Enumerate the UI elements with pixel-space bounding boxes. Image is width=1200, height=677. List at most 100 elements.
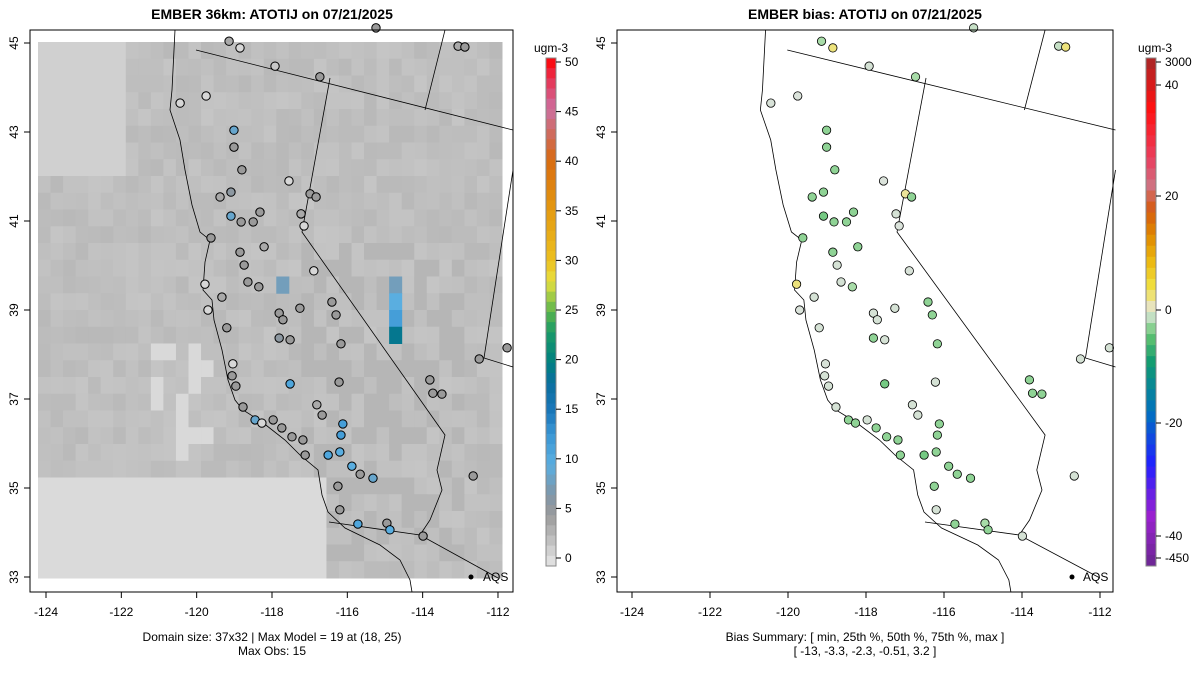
grid-cell (163, 42, 177, 60)
grid-cell (276, 125, 290, 143)
grid-cell (451, 109, 465, 127)
grid-cell (38, 360, 52, 378)
grid-cell (301, 377, 315, 395)
grid-cell (364, 159, 378, 177)
grid-cell (389, 159, 403, 177)
colorbar-segment (546, 362, 556, 374)
grid-cell (426, 460, 440, 478)
grid-cell (125, 310, 139, 328)
grid-cell (401, 159, 415, 177)
grid-cell (138, 75, 152, 93)
grid-cell (389, 444, 403, 462)
grid-cell (75, 494, 89, 512)
grid-cell (213, 75, 227, 93)
grid-cell (288, 527, 302, 545)
grid-cell (50, 477, 64, 495)
grid-cell (213, 276, 227, 294)
grid-cell (338, 293, 353, 311)
grid-cell (476, 259, 490, 277)
grid-cell (63, 360, 77, 378)
grid-cell (301, 410, 315, 428)
grid-cell (38, 42, 52, 60)
grid-cell (188, 259, 202, 277)
colorbar-segment (546, 535, 556, 547)
station-bias-point (841, 217, 852, 227)
grid-cell (276, 75, 290, 93)
grid-cell (401, 511, 415, 529)
grid-cell (238, 226, 252, 244)
grid-cell (351, 159, 365, 177)
grid-cell (75, 92, 89, 110)
colorbar-tick-label: 20 (1165, 189, 1179, 203)
colorbar-tick-label: 0 (1165, 303, 1172, 317)
grid-cell (175, 226, 189, 244)
grid-cell (125, 511, 139, 529)
grid-cell (351, 125, 365, 143)
grid-cell (376, 444, 390, 462)
grid-cell (426, 293, 440, 311)
grid-cell (313, 427, 327, 445)
grid-cell (63, 192, 77, 210)
grid-cell (163, 259, 177, 277)
grid-cell (50, 125, 64, 143)
grid-cell (213, 511, 227, 529)
station-bias-point (1075, 354, 1086, 364)
station-obs-point (206, 233, 216, 243)
station-bias-point (880, 379, 890, 389)
grid-cell (238, 326, 252, 344)
grid-cell (364, 427, 378, 445)
colorbar-segment (546, 383, 556, 394)
grid-cell (188, 561, 202, 579)
grid-cell (489, 58, 503, 76)
grid-cell (489, 511, 503, 529)
grid-cell (251, 343, 265, 361)
grid-cell (288, 544, 302, 562)
grid-cell (188, 410, 202, 428)
grid-cell (276, 444, 290, 462)
station-bias-point (807, 192, 817, 202)
grid-cell (439, 326, 453, 344)
grid-cell (188, 377, 202, 395)
grid-cell (288, 243, 302, 261)
grid-cell (100, 460, 114, 478)
grid-cell (175, 310, 189, 328)
grid-cell (364, 276, 378, 294)
grid-cell (88, 444, 102, 462)
station-bias-point (814, 323, 824, 333)
colorbar-segment (546, 291, 556, 303)
grid-cell (113, 360, 127, 378)
grid-cell (75, 109, 89, 127)
grid-cell (125, 477, 139, 495)
station-bias-point (1037, 389, 1047, 399)
grid-cell (175, 410, 189, 428)
grid-cell (226, 561, 240, 579)
grid-cell (150, 75, 164, 93)
grid-cell (263, 176, 277, 194)
colorbar-segment (546, 454, 556, 465)
grid-cell (213, 377, 227, 395)
colorbar-tick-label: 40 (1165, 78, 1179, 92)
grid-cell (113, 92, 127, 110)
grid-cell (263, 477, 277, 495)
grid-cell (201, 561, 215, 579)
grid-cell (188, 477, 202, 495)
grid-cell (213, 444, 227, 462)
grid-cell (175, 75, 189, 93)
grid-cell (113, 259, 127, 277)
grid-cell (138, 477, 152, 495)
grid-cell (251, 293, 265, 311)
grid-cell (464, 142, 478, 160)
grid-cell (38, 527, 52, 545)
grid-cell (414, 75, 428, 93)
station-obs-point (428, 388, 438, 398)
grid-cell (163, 444, 177, 462)
grid-cell (113, 293, 127, 311)
grid-cell (476, 75, 490, 93)
station-bias-point (828, 247, 838, 257)
grid-cell (163, 226, 177, 244)
grid-cell (175, 477, 189, 495)
grid-cell (238, 561, 252, 579)
grid-cell (63, 176, 77, 194)
grid-cell (100, 444, 114, 462)
